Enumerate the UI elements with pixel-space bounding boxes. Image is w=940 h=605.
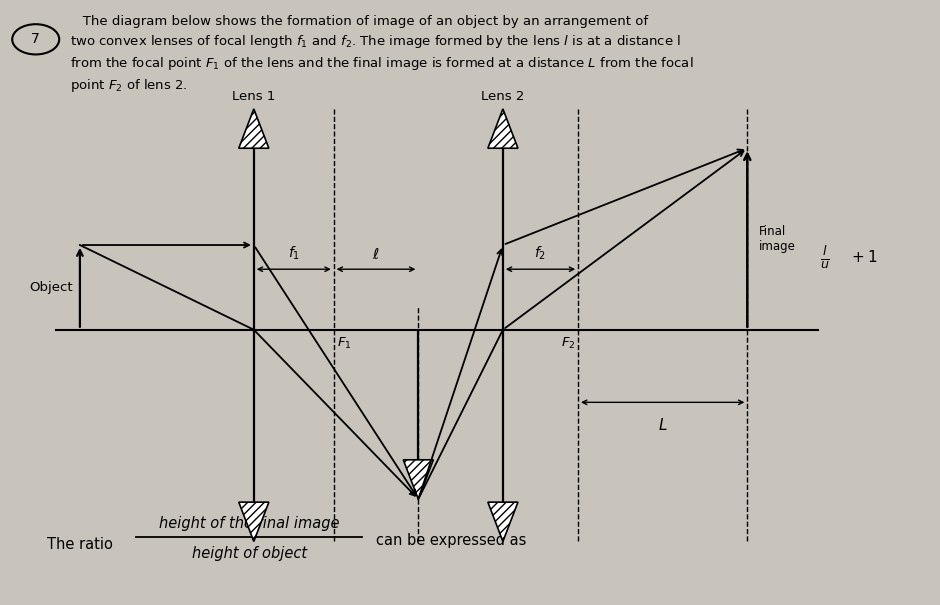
Text: Object: Object <box>29 281 72 294</box>
Polygon shape <box>239 109 269 148</box>
Text: $\frac{l}{u}$: $\frac{l}{u}$ <box>821 244 830 270</box>
Text: $\ell$: $\ell$ <box>372 247 380 262</box>
Text: Lens 1: Lens 1 <box>232 90 275 103</box>
Text: $f_1$: $f_1$ <box>288 244 300 262</box>
Polygon shape <box>403 460 433 499</box>
Text: height of object: height of object <box>192 546 306 561</box>
Polygon shape <box>239 502 269 541</box>
Text: $F_1$: $F_1$ <box>337 336 352 351</box>
Text: height of the final image: height of the final image <box>159 516 339 531</box>
Text: $f_2$: $f_2$ <box>535 244 546 262</box>
Text: $+\;1$: $+\;1$ <box>851 249 878 265</box>
Text: The ratio: The ratio <box>47 537 113 552</box>
Text: Lens 2: Lens 2 <box>481 90 525 103</box>
Text: can be expressed as: can be expressed as <box>376 533 526 548</box>
Polygon shape <box>488 502 518 541</box>
Text: Final
image: Final image <box>759 225 795 253</box>
Text: The diagram below shows the formation of image of an object by an arrangement of: The diagram below shows the formation of… <box>70 15 694 94</box>
Text: $L$: $L$ <box>658 417 667 433</box>
Polygon shape <box>488 109 518 148</box>
Text: $F_2$: $F_2$ <box>561 336 575 351</box>
Text: 7: 7 <box>31 32 40 47</box>
